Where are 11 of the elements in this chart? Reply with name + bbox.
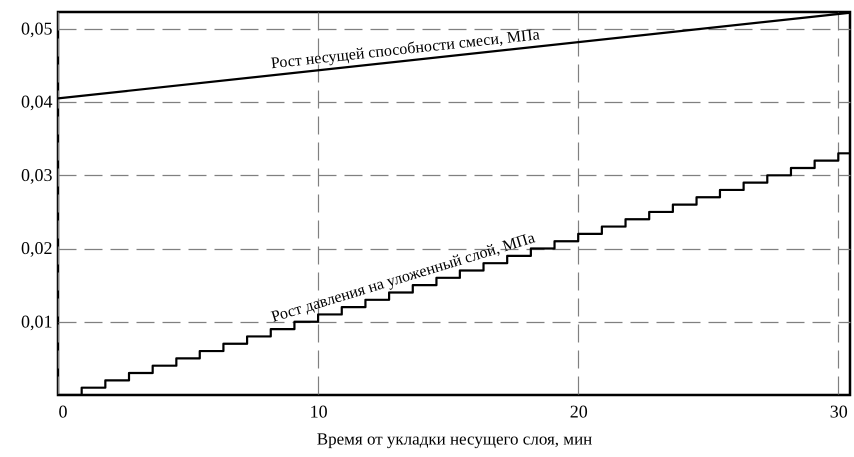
y-tick-label: 0,02 — [21, 238, 52, 258]
x-axis-title: Время от укладки несущего слоя, мин — [316, 430, 592, 448]
y-tick-label: 0,01 — [21, 311, 52, 332]
y-tick-label: 0,04 — [21, 92, 52, 112]
x-tick-label: 30 — [830, 402, 848, 422]
text: Рост несущей способности смеси, МПа — [270, 26, 540, 72]
y-tick-label: 0,05 — [21, 18, 52, 38]
y-tick-label: 0,03 — [21, 164, 52, 185]
x-tick-label: 10 — [310, 402, 328, 422]
x-tick-label: 0 — [58, 402, 68, 422]
x-tick-label: 20 — [570, 402, 588, 422]
